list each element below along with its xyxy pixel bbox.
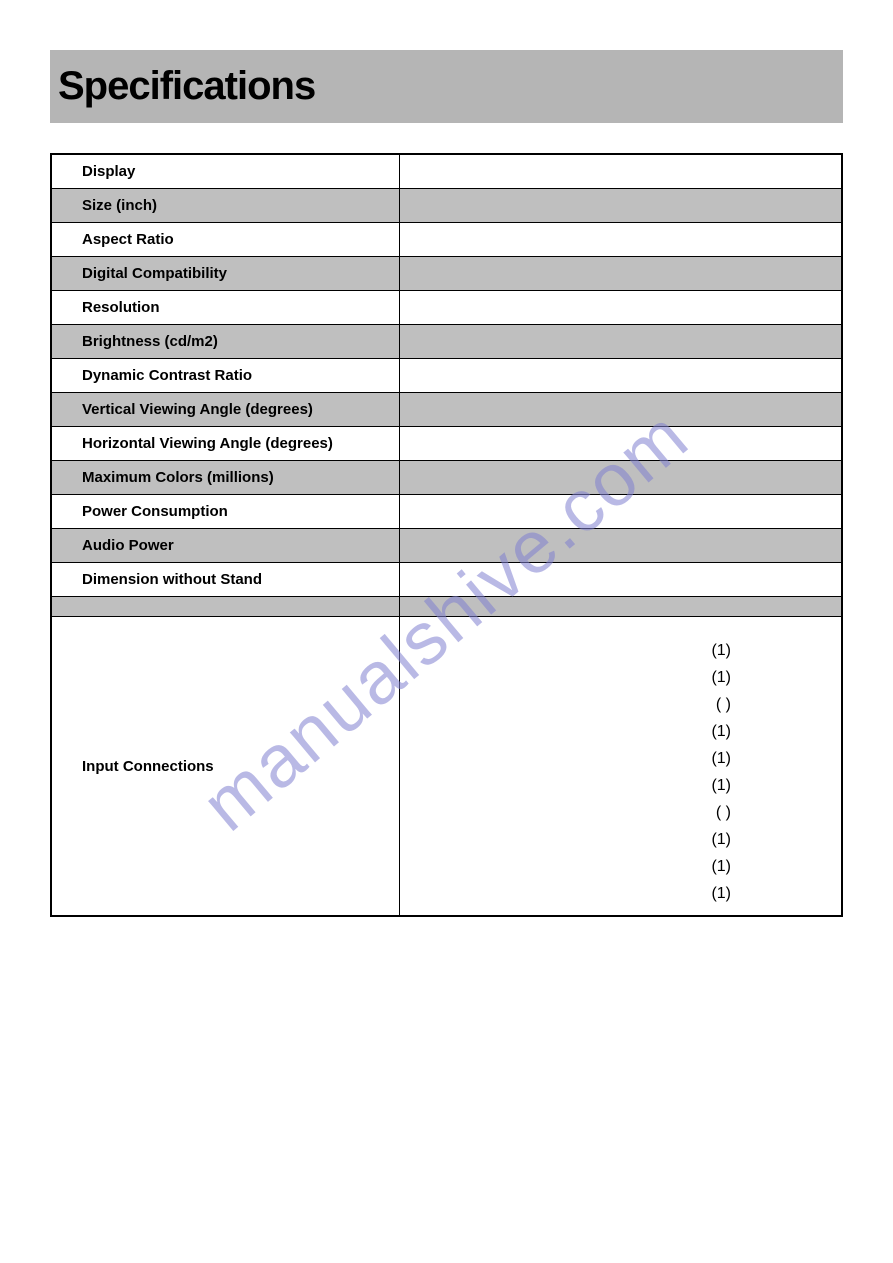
row-label: Audio Power xyxy=(51,529,399,563)
row-value xyxy=(399,461,842,495)
table-row: Audio Power xyxy=(51,529,842,563)
row-value xyxy=(399,495,842,529)
table-row: Display xyxy=(51,154,842,189)
table-row: Aspect Ratio xyxy=(51,223,842,257)
row-value xyxy=(399,189,842,223)
conn-value: (1) xyxy=(410,664,731,691)
row-label: Vertical Viewing Angle (degrees) xyxy=(51,393,399,427)
conn-value: (1) xyxy=(410,745,731,772)
row-label: Digital Compatibility xyxy=(51,257,399,291)
table-row: Horizontal Viewing Angle (degrees) xyxy=(51,427,842,461)
row-label: Maximum Colors (millions) xyxy=(51,461,399,495)
table-row: Vertical Viewing Angle (degrees) xyxy=(51,393,842,427)
table-row: Power Consumption xyxy=(51,495,842,529)
conn-value: ( ) xyxy=(410,691,731,718)
table-row: Brightness (cd/m2) xyxy=(51,325,842,359)
table-row: Maximum Colors (millions) xyxy=(51,461,842,495)
row-label: Horizontal Viewing Angle (degrees) xyxy=(51,427,399,461)
conn-value: (1) xyxy=(410,772,731,799)
input-connections-row: Input Connections (1) (1) ( ) (1) (1) (1… xyxy=(51,617,842,917)
conn-value: (1) xyxy=(410,880,731,907)
spacer-cell xyxy=(51,597,399,617)
row-label: Power Consumption xyxy=(51,495,399,529)
row-value xyxy=(399,223,842,257)
specifications-table: Display Size (inch) Aspect Ratio Digital… xyxy=(50,153,843,917)
page-container: Specifications Display Size (inch) Aspec… xyxy=(0,0,893,917)
conn-value: ( ) xyxy=(410,799,731,826)
conn-value: (1) xyxy=(410,718,731,745)
table-row: Size (inch) xyxy=(51,189,842,223)
row-label: Dynamic Contrast Ratio xyxy=(51,359,399,393)
row-value xyxy=(399,325,842,359)
table-row: Resolution xyxy=(51,291,842,325)
conn-value: (1) xyxy=(410,637,731,664)
input-connections-values: (1) (1) ( ) (1) (1) (1) ( ) (1) (1) (1) xyxy=(399,617,842,917)
conn-value: (1) xyxy=(410,853,731,880)
row-label: Aspect Ratio xyxy=(51,223,399,257)
row-label: Size (inch) xyxy=(51,189,399,223)
input-connections-label: Input Connections xyxy=(51,617,399,917)
row-value xyxy=(399,529,842,563)
row-label: Dimension without Stand xyxy=(51,563,399,597)
table-row: Digital Compatibility xyxy=(51,257,842,291)
row-label: Resolution xyxy=(51,291,399,325)
row-value xyxy=(399,427,842,461)
row-value xyxy=(399,393,842,427)
conn-value: (1) xyxy=(410,826,731,853)
page-title: Specifications xyxy=(58,64,835,109)
row-value xyxy=(399,563,842,597)
title-bar: Specifications xyxy=(50,50,843,123)
row-value xyxy=(399,154,842,189)
row-label: Display xyxy=(51,154,399,189)
row-value xyxy=(399,291,842,325)
table-row: Dynamic Contrast Ratio xyxy=(51,359,842,393)
spacer-row xyxy=(51,597,842,617)
table-row: Dimension without Stand xyxy=(51,563,842,597)
row-label: Brightness (cd/m2) xyxy=(51,325,399,359)
spacer-cell xyxy=(399,597,842,617)
row-value xyxy=(399,359,842,393)
row-value xyxy=(399,257,842,291)
